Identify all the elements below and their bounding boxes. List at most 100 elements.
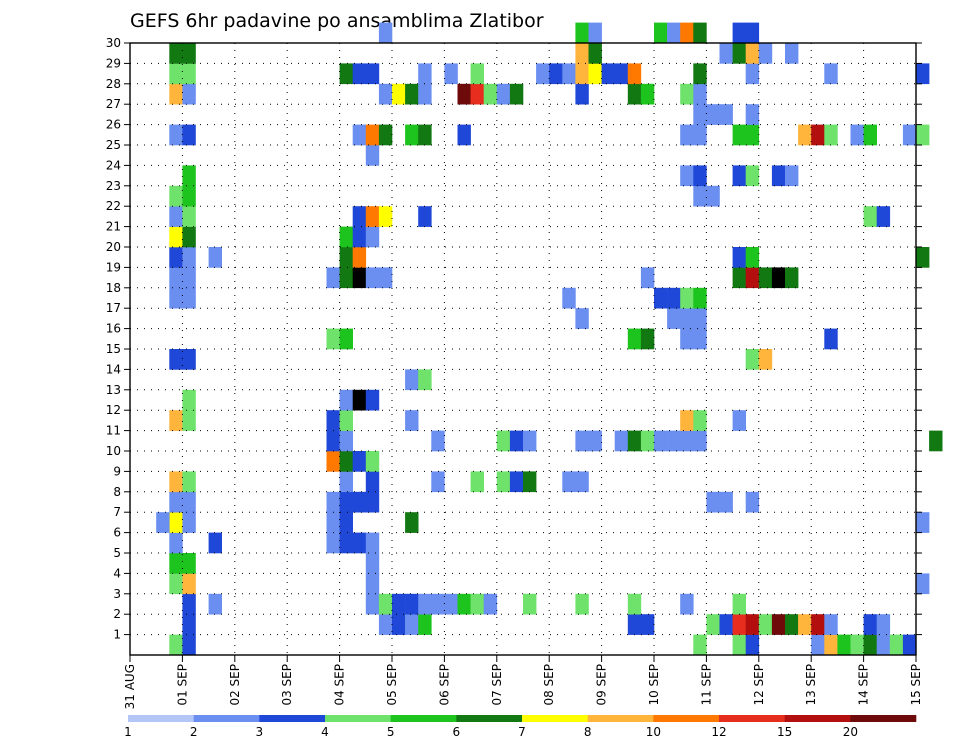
heatmap-cell — [378, 206, 393, 227]
heatmap-cell — [431, 430, 445, 452]
heatmap-cell — [523, 471, 537, 493]
heatmap-cell — [182, 614, 196, 635]
heatmap-cell — [745, 267, 760, 289]
heatmap-cell — [876, 206, 891, 227]
heatmap-cell — [339, 451, 353, 472]
heatmap-cell — [326, 532, 340, 554]
y-tick-label: 3 — [113, 587, 121, 601]
y-tick-label: 25 — [106, 138, 121, 152]
heatmap-cell — [876, 614, 891, 635]
x-tick-label: 06 SEP — [437, 664, 451, 706]
heatmap-cell — [405, 369, 419, 391]
x-tick-label: 08 SEP — [542, 664, 556, 706]
heatmap-cell — [365, 593, 380, 615]
heatmap-cell — [706, 104, 720, 125]
heatmap-cell — [444, 63, 458, 85]
heatmap-cell — [627, 83, 642, 105]
heatmap-cell — [745, 43, 760, 64]
heatmap-cell — [339, 226, 353, 248]
heatmap-cell — [680, 165, 694, 187]
heatmap-cell — [693, 104, 707, 125]
heatmap-cell — [405, 614, 419, 635]
y-tick-label: 15 — [106, 342, 121, 356]
heatmap-cell — [693, 634, 707, 656]
heatmap-cell — [916, 247, 930, 268]
colorbar-label: 10 — [646, 725, 661, 739]
heatmap-cell — [758, 349, 773, 370]
heatmap-cell — [824, 634, 838, 656]
heatmap-cell — [732, 634, 746, 656]
heatmap-cell — [352, 124, 367, 146]
colorbar-swatch — [456, 715, 523, 722]
heatmap-cell — [680, 328, 694, 350]
heatmap-cell — [418, 124, 432, 146]
heatmap-cell — [745, 124, 760, 146]
colorbar-label: 7 — [518, 725, 526, 739]
heatmap-cell — [745, 165, 760, 187]
heatmap-cell — [431, 593, 445, 615]
heatmap-cell — [169, 349, 183, 370]
y-tick-label: 8 — [113, 485, 121, 499]
heatmap-cell — [365, 206, 380, 227]
heatmap-cell — [667, 308, 681, 329]
heatmap-cell — [785, 165, 799, 187]
heatmap-cell — [208, 593, 222, 615]
heatmap-cell — [719, 43, 733, 64]
y-tick-label: 23 — [106, 179, 121, 193]
heatmap-cell — [418, 369, 432, 391]
heatmap-cell — [496, 430, 511, 452]
heatmap-cell — [182, 634, 196, 656]
heatmap-cell — [208, 532, 222, 554]
heatmap-cell — [378, 593, 393, 615]
heatmap-cell — [588, 63, 602, 85]
heatmap-cell — [182, 349, 196, 370]
heatmap-cell — [365, 124, 380, 146]
heatmap-cell — [339, 532, 353, 554]
colorbar-swatch — [850, 715, 917, 722]
heatmap-cell — [339, 430, 353, 452]
heatmap-cell — [680, 22, 694, 44]
heatmap-cell — [693, 165, 707, 187]
x-axis: 31 AUG 01 SEP 02 SEP 03 SEP 04 SEP 05 SEP 06 S… — [123, 655, 923, 709]
heatmap-cell — [863, 614, 877, 635]
y-tick-label: 11 — [106, 424, 121, 438]
heatmap-cell — [339, 63, 353, 85]
heatmap-cell — [169, 63, 183, 85]
heatmap-cell — [182, 247, 196, 268]
y-tick-label: 6 — [113, 526, 121, 540]
heatmap-cell — [182, 389, 196, 411]
heatmap-cell — [470, 471, 484, 493]
heatmap-cell — [693, 430, 707, 452]
heatmap-cell — [339, 267, 353, 289]
heatmap-cell — [509, 471, 524, 493]
heatmap-cell — [575, 471, 589, 493]
x-tick-label: 05 SEP — [385, 664, 399, 706]
heatmap-cell — [339, 328, 353, 350]
heatmap-cell — [352, 532, 367, 554]
heatmap-cell — [575, 63, 589, 85]
heatmap-cell — [929, 430, 943, 452]
heatmap-cell — [378, 22, 393, 44]
y-tick-label: 20 — [106, 240, 121, 254]
y-tick-label: 26 — [106, 118, 121, 132]
heatmap-cell — [182, 124, 196, 146]
heatmap-cell — [365, 553, 380, 574]
heatmap-cell — [431, 471, 445, 493]
heatmap-cell — [654, 430, 668, 452]
colorbar-swatch — [719, 715, 785, 722]
heatmap-cell — [732, 267, 746, 289]
heatmap-cell — [824, 63, 838, 85]
colorbar-label: 1 — [124, 725, 132, 739]
heatmap-cell — [811, 614, 825, 635]
heatmap-cell — [627, 63, 642, 85]
colorbar-swatch — [587, 715, 654, 722]
heatmap-cell — [824, 614, 838, 635]
heatmap-cell — [732, 593, 746, 615]
colorbar-swatch — [390, 715, 457, 722]
heatmap-cell — [614, 63, 629, 85]
heatmap-cell — [601, 63, 615, 85]
heatmap-cell — [405, 124, 419, 146]
heatmap-cell — [182, 471, 196, 493]
heatmap-cell — [798, 614, 812, 635]
